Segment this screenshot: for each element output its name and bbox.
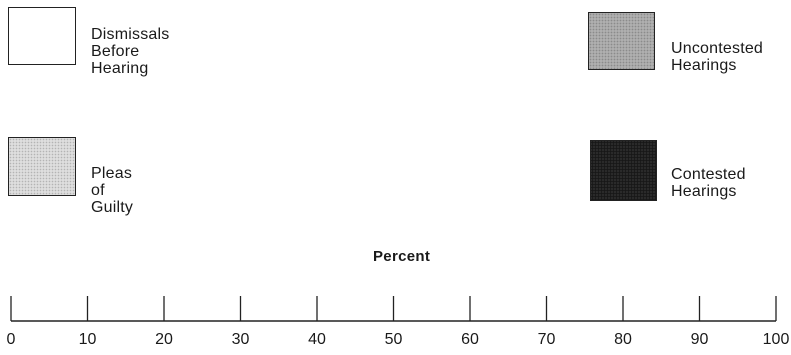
tick-label-60: 60 — [461, 331, 479, 348]
tick-label-100: 100 — [762, 331, 790, 348]
tick-label-30: 30 — [231, 331, 250, 348]
legend-swatch-uncontested — [588, 12, 655, 70]
legend-label-contested: Contested Hearings — [671, 166, 746, 200]
tick-label-70: 70 — [537, 331, 556, 348]
tick-label-20: 20 — [155, 331, 173, 348]
legend-label-uncontested: Uncontested Hearings — [671, 40, 764, 74]
tick-label-80: 80 — [614, 331, 632, 348]
tick-label-10: 10 — [78, 331, 97, 348]
legend-label-dismissals: Dismissals Before Hearing — [91, 26, 170, 77]
tick-label-50: 50 — [384, 331, 403, 348]
tick-label-40: 40 — [308, 331, 326, 348]
legend-swatch-pleas — [8, 137, 76, 196]
legend-label-pleas: Pleas of Guilty — [91, 165, 134, 216]
tick-label-0: 0 — [6, 331, 16, 348]
legend-swatch-dismissals — [8, 7, 76, 65]
tick-label-90: 90 — [690, 331, 709, 348]
legend-swatch-contested — [590, 140, 657, 201]
x-axis-title: Percent — [373, 248, 431, 265]
